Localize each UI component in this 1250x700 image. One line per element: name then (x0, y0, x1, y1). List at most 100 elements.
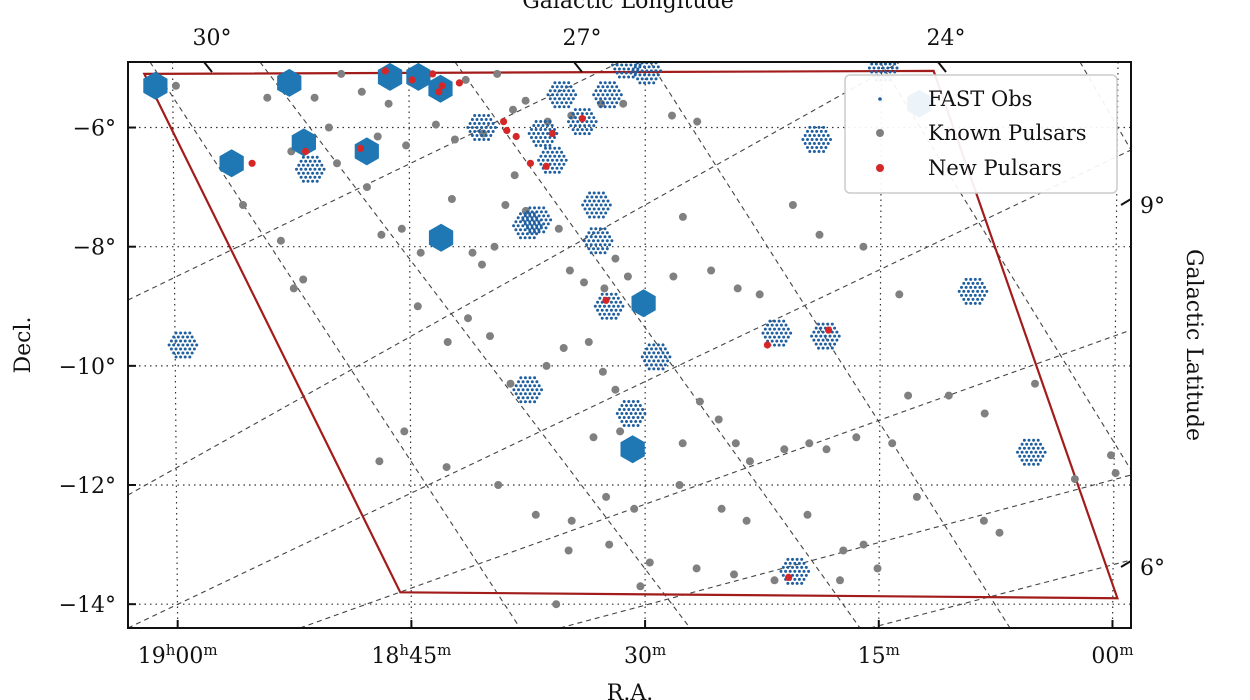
known-pulsar-point (375, 457, 384, 466)
fast-beam-dot (812, 125, 816, 129)
fast-beam-dot (587, 116, 591, 120)
fast-beam-dot (539, 210, 543, 214)
fast-beam-dot (668, 355, 672, 359)
fast-beam-dot (822, 125, 826, 129)
fast-beam-dot (541, 124, 545, 127)
known-pulsar-point (693, 117, 702, 126)
fast-beam-dot (537, 384, 541, 388)
fast-beam-dot (594, 227, 598, 231)
fast-beam-dot (766, 331, 770, 335)
fast-beam-dot (526, 226, 530, 230)
fast-beam-dot (557, 170, 561, 174)
fast-beam-dot (875, 55, 878, 58)
fast-beam-dot (666, 359, 670, 363)
fast-beam-dot (616, 296, 620, 300)
fast-beam-dot (603, 89, 607, 93)
fast-beam-dot (606, 93, 609, 97)
fast-beam-dot (560, 150, 564, 154)
fast-beam-dot (627, 52, 630, 55)
fast-beam-dot (609, 308, 613, 312)
y-tick-label: −10° (59, 355, 116, 380)
fast-beam-dot (622, 408, 626, 411)
right-tick-label: 9° (1140, 194, 1165, 219)
known-pulsar-point (904, 391, 913, 400)
fast-beam-dot (553, 162, 557, 166)
fast-beam-dot (1039, 450, 1042, 454)
fast-beam-dot (550, 150, 554, 154)
known-pulsar-point (623, 272, 632, 281)
fast-beam-dot (533, 392, 537, 396)
fast-beam-dot (594, 89, 598, 93)
fast-beam-dot (808, 150, 812, 153)
fast-beam-dot (576, 112, 580, 116)
known-pulsar-point (695, 397, 704, 406)
galactic-lat-line-0 (128, 62, 621, 301)
known-pulsar-point (602, 492, 611, 501)
fast-beam-dot (659, 355, 663, 359)
fast-beam-dot (192, 339, 196, 343)
fast-beam-dot (973, 293, 977, 297)
fast-beam-dot (541, 132, 545, 135)
fast-pointing-filled (631, 289, 656, 318)
fast-beam-dot (571, 120, 575, 124)
fast-beam-dot (546, 158, 550, 162)
fast-beam-dot (603, 312, 606, 316)
known-pulsar-point (357, 87, 366, 96)
fast-beam-dot (548, 128, 552, 131)
fast-beam-dot (815, 146, 819, 149)
fast-beam-dot (562, 162, 566, 166)
fast-beam-dot (618, 408, 622, 411)
fast-beam-dot (620, 420, 624, 423)
fast-beam-dot (543, 136, 547, 139)
fast-beam-dot (487, 114, 490, 117)
galactic-lat-line-1 (128, 62, 901, 496)
fast-beam-dot (190, 343, 194, 347)
fast-beam-dot (810, 146, 814, 149)
fast-beam-dot (638, 412, 642, 415)
fast-beam-dot (567, 105, 571, 109)
fast-beam-dot (815, 129, 819, 133)
fast-beam-dot (800, 573, 804, 577)
fast-beam-dot (589, 227, 593, 231)
fast-beam-dot (828, 334, 832, 338)
fast-beam-dot (973, 285, 977, 289)
fast-beam-dot (795, 565, 799, 569)
fast-beam-dot (597, 199, 601, 203)
fast-beam-dot (580, 128, 584, 132)
fast-beam-dot (966, 281, 970, 285)
fast-beam-dot (585, 211, 589, 215)
fast-beam-dot (599, 97, 603, 101)
fast-beam-dot (817, 338, 820, 342)
fast-beam-dot (620, 404, 624, 407)
fast-beam-dot (821, 338, 825, 342)
fast-beam-dot (181, 343, 185, 347)
fast-pointing-filled (428, 223, 454, 252)
fast-beam-dot (819, 138, 823, 141)
fast-beam-dot (1027, 446, 1031, 450)
fast-beam-dot (822, 134, 826, 137)
fast-beam-dot (606, 199, 610, 203)
fast-beam-dot (583, 132, 587, 136)
fast-beam-dot (782, 343, 786, 347)
fast-beam-dot (649, 69, 653, 73)
fast-beam-dot (1034, 442, 1038, 446)
fast-beam-dot (615, 71, 619, 75)
fast-beam-dot (318, 159, 321, 163)
fast-beam-dot (627, 424, 631, 427)
fast-beam-dot (773, 335, 776, 339)
fast-beam-dot (528, 392, 532, 396)
fast-beam-dot (583, 108, 587, 112)
fast-beam-dot (603, 304, 606, 308)
new-pulsar-point (503, 126, 511, 135)
fast-beam-dot (560, 158, 564, 162)
fast-beam-dot (791, 581, 794, 585)
fast-beam-dot (616, 312, 620, 316)
fast-beam-dot (969, 301, 973, 305)
fast-beam-dot (1027, 438, 1031, 442)
fast-beam-dot (761, 331, 765, 335)
known-pulsar-point (589, 433, 598, 442)
fast-beam-dot (1039, 442, 1042, 446)
fast-beam-dot (468, 122, 472, 125)
fast-beam-dot (643, 359, 647, 363)
fast-beam-dot (784, 339, 788, 343)
